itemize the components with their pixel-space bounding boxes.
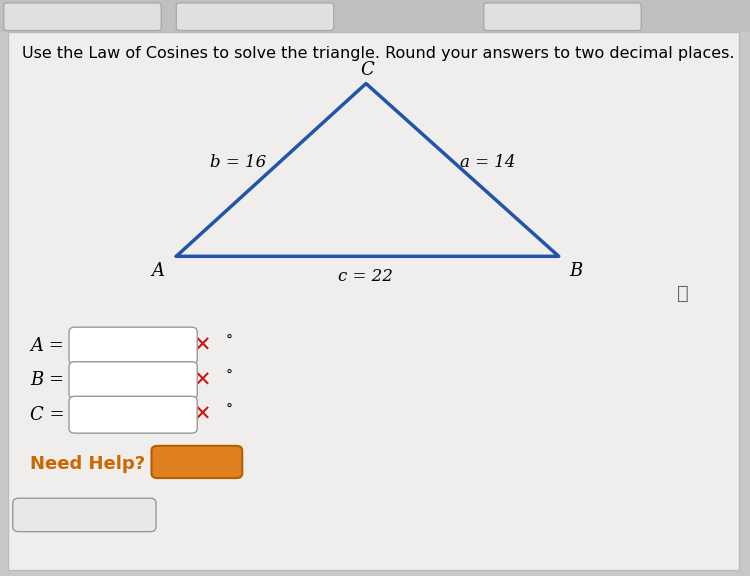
Text: °: ° [225,369,232,382]
Text: ✕: ✕ [194,405,211,425]
Text: Read It: Read It [169,455,225,469]
Text: B: B [569,262,583,280]
Text: A: A [151,262,164,280]
Text: Submit Answer: Submit Answer [32,508,136,522]
FancyBboxPatch shape [484,3,641,31]
FancyBboxPatch shape [0,0,750,32]
Text: a = 14: a = 14 [460,154,515,171]
Text: °: ° [225,403,232,417]
FancyBboxPatch shape [8,32,739,570]
Text: B =: B = [30,371,64,389]
Text: ✕: ✕ [194,370,211,390]
Text: C =: C = [30,406,64,424]
FancyBboxPatch shape [69,362,197,399]
FancyBboxPatch shape [176,3,334,31]
FancyBboxPatch shape [69,396,197,433]
Text: c = 22: c = 22 [338,268,393,285]
Text: Need Help?: Need Help? [30,454,146,473]
FancyBboxPatch shape [13,498,156,532]
FancyBboxPatch shape [4,3,161,31]
Text: °: ° [225,334,232,348]
FancyBboxPatch shape [69,327,197,364]
Text: Use the Law of Cosines to solve the triangle. Round your answers to two decimal : Use the Law of Cosines to solve the tria… [22,46,735,61]
FancyBboxPatch shape [152,446,242,478]
Text: ✕: ✕ [194,336,211,355]
Text: b = 16: b = 16 [210,154,267,171]
Text: C: C [361,61,374,79]
Text: ⓘ: ⓘ [676,285,688,303]
Text: A =: A = [30,336,64,355]
